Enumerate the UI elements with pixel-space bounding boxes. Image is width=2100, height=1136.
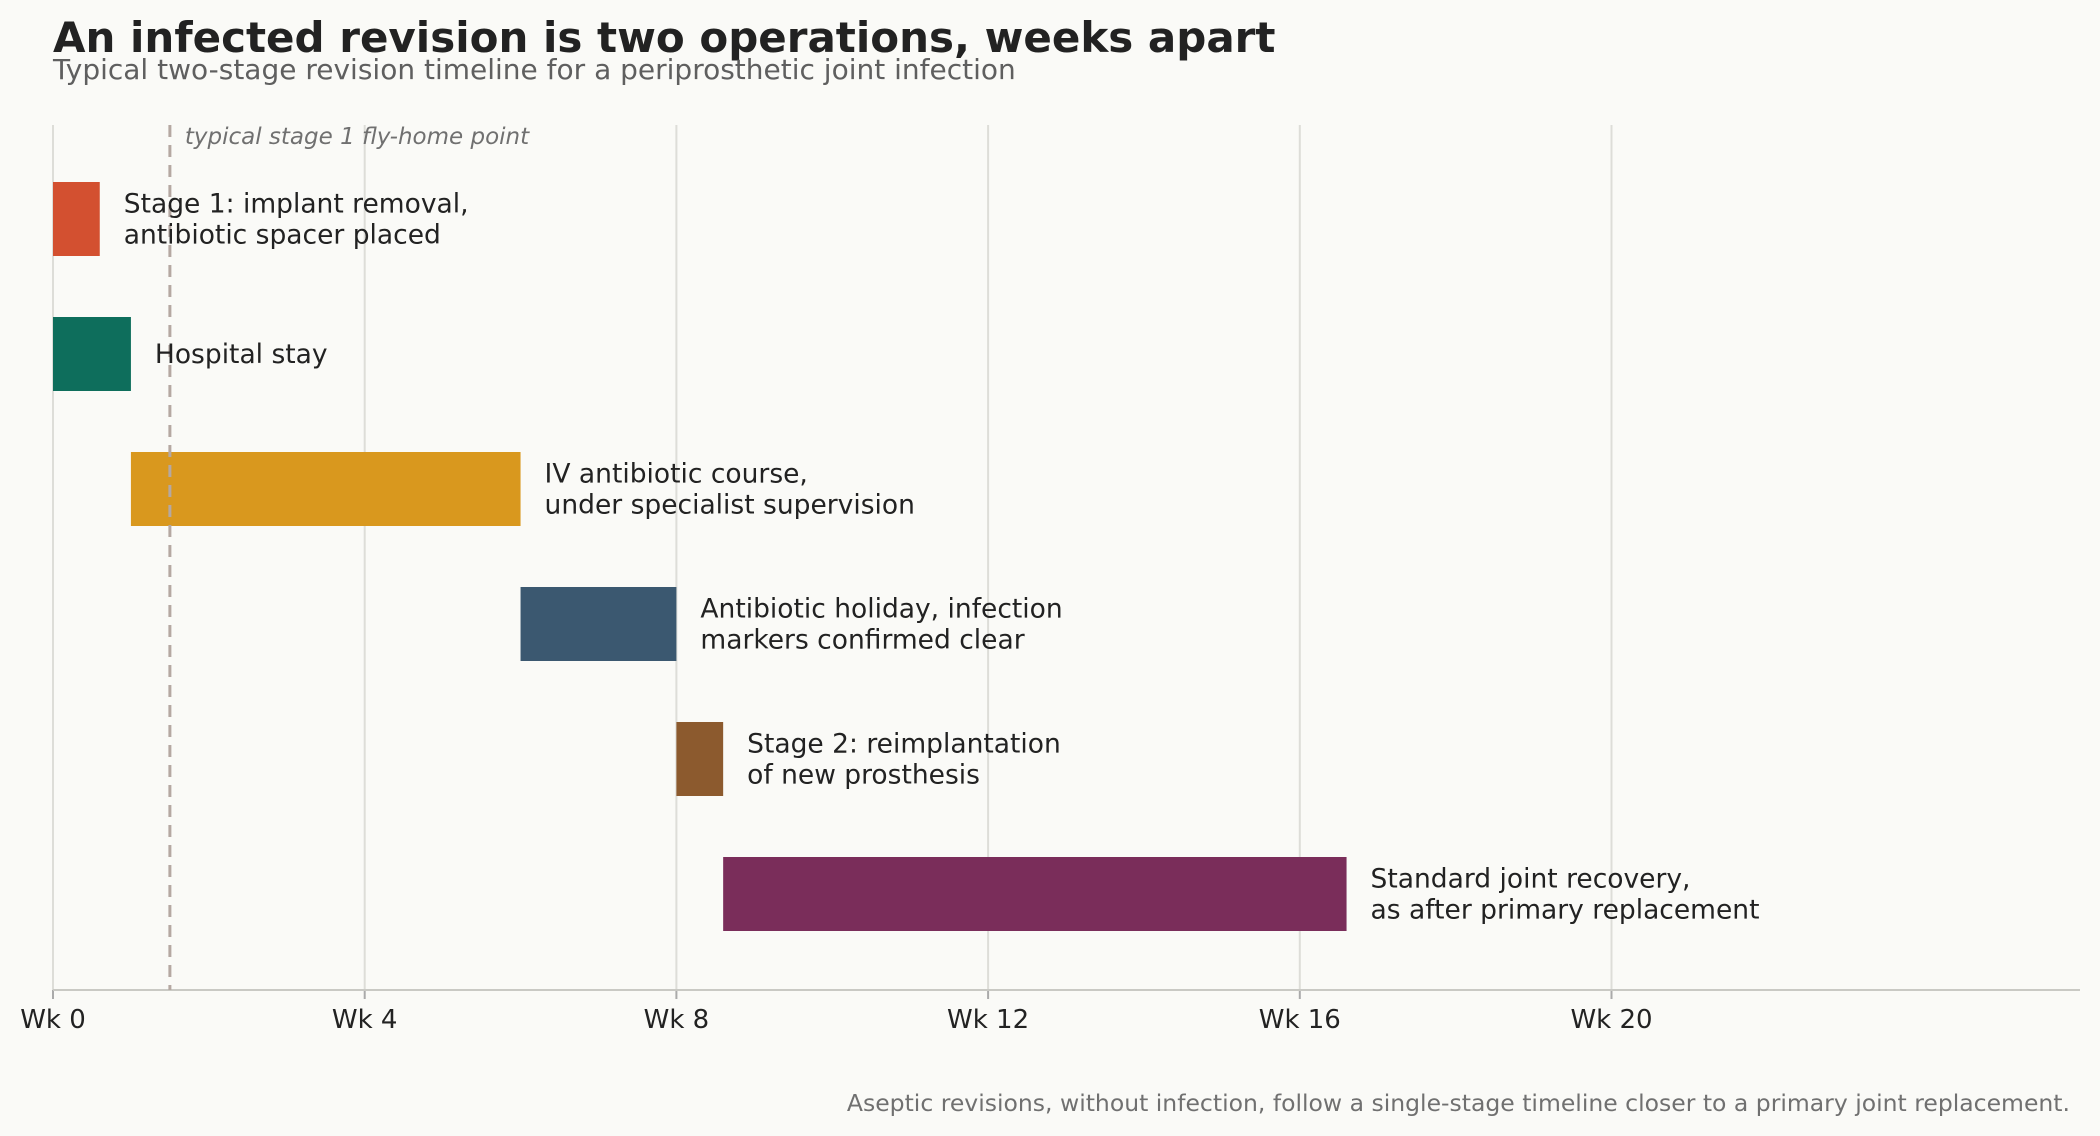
phase-bar: [130, 452, 521, 526]
phase-label-line: Standard joint recovery,: [1371, 864, 1691, 895]
x-tick-label: Wk 0: [20, 1005, 86, 1035]
phase-bar: [723, 857, 1347, 931]
phase-labels: Stage 1: implant removal, antibiotic spac…: [124, 189, 1760, 926]
x-tick-label: Wk 4: [332, 1005, 398, 1035]
phase-bar: [520, 587, 677, 661]
phase-label-line: markers confirmed clear: [700, 625, 1024, 656]
phase-label-line: under specialist supervision: [545, 490, 915, 521]
phase-label: Hospital stay: [155, 339, 328, 370]
phase-label-line: as after primary replacement: [1371, 895, 1760, 926]
grid-lines: [52, 125, 1613, 990]
x-tick-label: Wk 16: [1259, 1005, 1341, 1035]
phase-label-line: Stage 1: implant removal,: [124, 189, 469, 220]
phase-label: Stage 1: implant removal, antibiotic spac…: [124, 189, 469, 251]
phase-bar: [676, 722, 724, 796]
phase-label: Stage 2: reimplantation of new prosthesis: [747, 729, 1061, 791]
chart-subtitle: Typical two-stage revision timeline for …: [52, 53, 1016, 86]
phase-label-line: Antibiotic holiday, infection: [700, 594, 1062, 625]
phase-label-line: of new prosthesis: [747, 760, 980, 791]
x-axis: Wk 0 Wk 4 Wk 8 Wk 12 Wk 16 Wk 20: [20, 989, 2080, 1035]
reference-line-label: typical stage 1 fly-home point: [185, 124, 530, 150]
phase-label-line: Hospital stay: [155, 339, 328, 370]
phase-bars: [53, 182, 1347, 931]
phase-label: Antibiotic holiday, infection markers con…: [700, 594, 1062, 656]
reference-line-group: typical stage 1 fly-home point: [168, 124, 530, 990]
phase-label-line: antibiotic spacer placed: [124, 220, 441, 251]
phase-label: Standard joint recovery, as after primary…: [1371, 864, 1760, 926]
chart-title: An infected revision is two operations, …: [53, 13, 1275, 62]
phase-bar: [53, 317, 131, 391]
phase-label-line: Stage 2: reimplantation: [747, 729, 1061, 760]
x-tick-label: Wk 8: [644, 1005, 710, 1035]
x-tick-label: Wk 12: [947, 1005, 1029, 1035]
x-tick-label: Wk 20: [1570, 1005, 1652, 1035]
footnote: Aseptic revisions, without infection, fo…: [847, 1089, 2070, 1117]
phase-label: IV antibiotic course, under specialist su…: [545, 459, 915, 521]
phase-bar: [53, 182, 100, 256]
phase-label-line: IV antibiotic course,: [545, 459, 808, 490]
